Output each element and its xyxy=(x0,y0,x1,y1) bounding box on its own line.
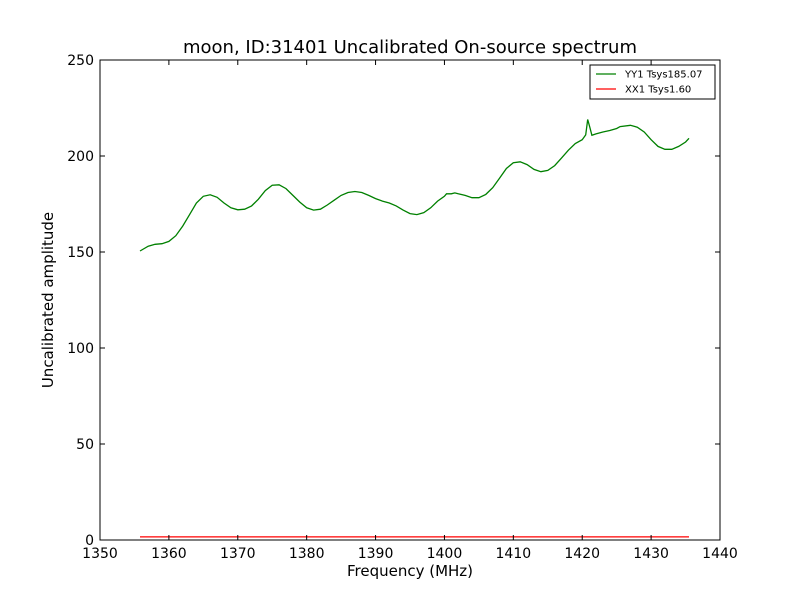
x-tick-label: 1370 xyxy=(220,546,256,562)
x-tick-label: 1380 xyxy=(289,546,325,562)
y-tick-label: 0 xyxy=(85,533,94,549)
x-tick-label: 1390 xyxy=(358,546,394,562)
y-tick-label: 200 xyxy=(67,149,94,165)
legend-label-2: XX1 Tsys1.60 xyxy=(625,85,691,96)
y-axis-label: Uncalibrated amplitude xyxy=(39,212,57,388)
x-tick-label: 1400 xyxy=(427,546,463,562)
y-tick-label: 250 xyxy=(67,53,94,69)
x-tick-label: 1410 xyxy=(496,546,532,562)
legend-label-1: YY1 Tsys185.07 xyxy=(624,70,703,81)
legend: YY1 Tsys185.07 XX1 Tsys1.60 xyxy=(589,64,716,100)
y-tick-label: 50 xyxy=(76,437,94,453)
y-tick-label: 150 xyxy=(67,245,94,261)
x-tick-label: 1360 xyxy=(151,546,187,562)
x-tick-label: 1430 xyxy=(633,546,669,562)
x-tick-label: 1420 xyxy=(564,546,600,562)
legend-box xyxy=(589,64,716,100)
chart-title: moon, ID:31401 Uncalibrated On-source sp… xyxy=(183,37,637,58)
x-tick-label: 1440 xyxy=(702,546,738,562)
y-tick-label: 100 xyxy=(67,341,94,357)
x-axis-label: Frequency (MHz) xyxy=(347,562,473,580)
plot-frame xyxy=(99,59,721,541)
x-tick-label: 1350 xyxy=(82,546,118,562)
series-line-1 xyxy=(139,119,690,252)
